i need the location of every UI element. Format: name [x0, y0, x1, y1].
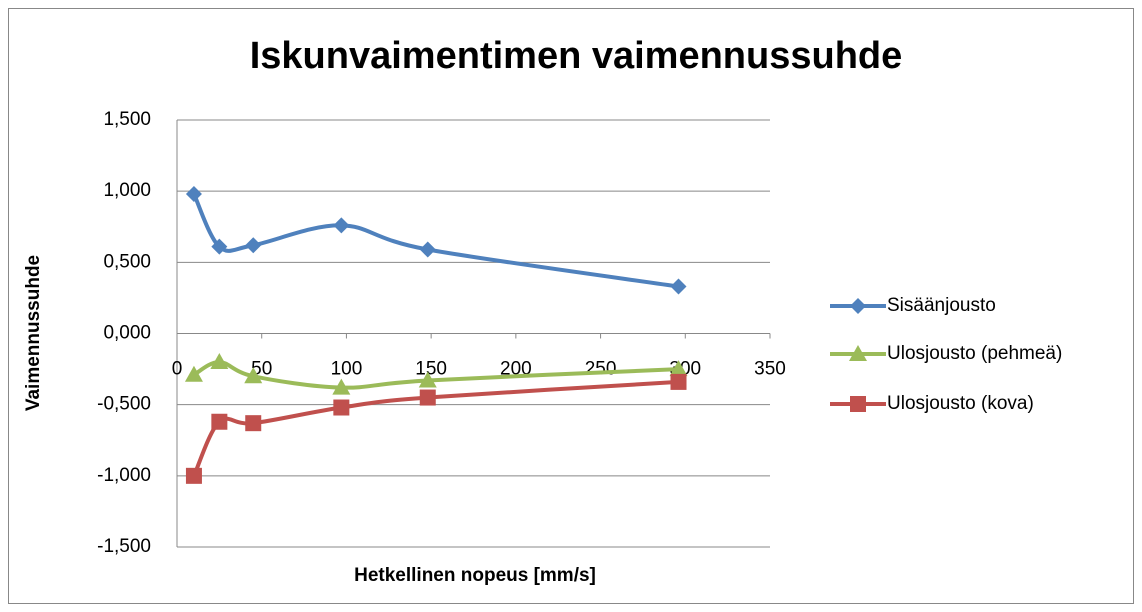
legend-label: Ulosjousto (pehmeä)	[887, 343, 1062, 364]
marker	[184, 365, 203, 382]
x-tick-label: 150	[415, 359, 447, 380]
marker	[669, 360, 688, 377]
legend-marker	[850, 396, 866, 412]
marker	[333, 399, 350, 416]
marker	[211, 238, 228, 255]
marker	[333, 217, 350, 234]
y-tick-label: -1,000	[97, 465, 151, 486]
x-tick-label: 250	[585, 359, 617, 380]
y-tick-label: -0,500	[97, 394, 151, 415]
marker	[185, 186, 202, 203]
chart-title: Iskunvaimentimen vaimennussuhde	[250, 35, 903, 77]
y-tick-label: 0,000	[103, 323, 151, 344]
y-tick-label: -1,500	[97, 536, 151, 557]
marker	[670, 373, 687, 390]
y-tick-label: 1,500	[103, 109, 151, 130]
y-axis-title: Vaimennussuhde	[23, 255, 44, 411]
legend-label: Ulosjousto (kova)	[887, 393, 1034, 414]
marker	[210, 352, 229, 369]
legend-label: Sisäänjousto	[887, 295, 996, 316]
marker	[245, 415, 262, 432]
marker	[419, 241, 436, 258]
marker	[418, 371, 437, 388]
marker	[332, 378, 351, 395]
legend-marker	[850, 298, 866, 314]
marker	[185, 467, 202, 484]
marker	[244, 367, 263, 384]
x-tick-label: 100	[331, 359, 363, 380]
marker	[670, 278, 687, 295]
x-axis-title: Hetkellinen nopeus [mm/s]	[354, 565, 596, 586]
y-tick-label: 0,500	[103, 251, 151, 272]
marker	[245, 237, 262, 254]
chart-border	[8, 8, 1134, 604]
marker	[211, 413, 228, 430]
x-tick-label: 350	[754, 359, 786, 380]
marker	[419, 389, 436, 406]
legend-marker	[849, 345, 867, 361]
y-tick-label: 1,000	[103, 180, 151, 201]
x-tick-label: 0	[172, 359, 183, 380]
